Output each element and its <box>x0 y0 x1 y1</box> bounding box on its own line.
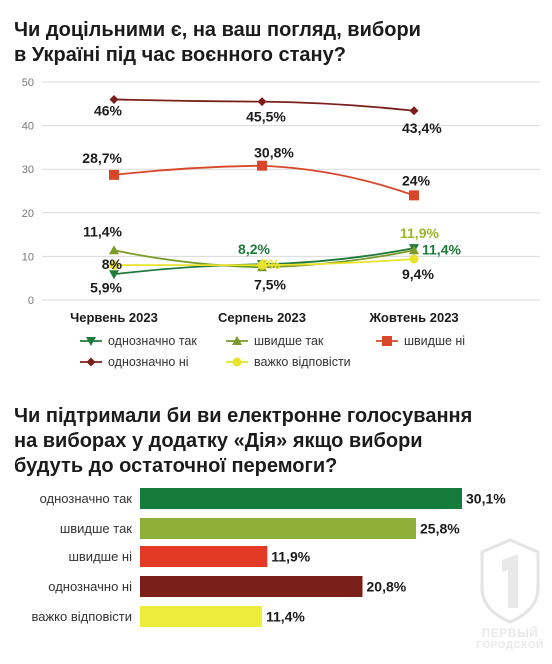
bar-category-label: швидше ні <box>68 549 132 564</box>
data-label: 7,5% <box>254 276 286 292</box>
bar-category-label: однозначно так <box>40 491 133 506</box>
legend-label: однозначно ні <box>108 355 189 369</box>
data-label: 8% <box>102 256 123 272</box>
bar-value-label: 20,8% <box>367 579 407 595</box>
series-point <box>257 160 267 171</box>
series-point <box>409 190 419 201</box>
bar-value-label: 11,9% <box>271 549 310 565</box>
legend-swatch-marker <box>232 336 242 345</box>
line-chart-title: Чи доцільними є, на ваш погляд, вибори в… <box>14 19 421 66</box>
bar-value-label: 30,1% <box>466 491 506 507</box>
y-tick-label: 0 <box>28 295 34 307</box>
logo-mark-icon <box>480 538 540 624</box>
series-point <box>409 106 419 116</box>
y-tick-label: 10 <box>22 251 34 263</box>
x-tick-label: Серпень 2023 <box>218 310 306 325</box>
data-label: 11,9% <box>400 225 439 241</box>
bar <box>140 518 416 539</box>
series-point <box>109 245 119 255</box>
bar-category-label: однозначно ні <box>48 579 132 594</box>
legend-label: однозначно так <box>108 334 197 348</box>
data-label: 46% <box>94 102 123 118</box>
legend-label: важко відповісти <box>254 355 351 369</box>
series-point <box>109 169 119 180</box>
y-tick-label: 50 <box>22 77 34 89</box>
bar-category-label: важко відповісти <box>31 609 132 624</box>
site-logo: ПЕРВЫЙ ГОРОДСКОЙ <box>474 536 546 656</box>
y-tick-label: 30 <box>22 164 34 176</box>
bar <box>140 488 462 509</box>
series-point <box>409 254 419 264</box>
series-point <box>109 270 119 280</box>
series-point <box>257 97 267 107</box>
bar <box>140 546 268 567</box>
x-tick-label: Жовтень 2023 <box>368 310 458 325</box>
series-point <box>109 260 119 270</box>
data-label: 8,2% <box>238 241 270 257</box>
logo-text-line1: ПЕРВЫЙ <box>481 626 539 640</box>
data-label: 5,9% <box>90 279 122 295</box>
bar-value-label: 11,4% <box>266 609 305 625</box>
legend-swatch-marker <box>86 357 96 367</box>
data-label: 8% <box>260 256 281 272</box>
bar-category-label: швидше так <box>60 521 132 536</box>
series-point <box>257 260 267 270</box>
logo-text-line2: ГОРОДСКОЙ <box>476 640 544 651</box>
bar <box>140 576 363 597</box>
series-point <box>409 245 419 255</box>
data-label: 11,4% <box>422 241 461 257</box>
bar-value-label: 25,8% <box>420 521 460 537</box>
series-point <box>109 94 119 104</box>
legend-label: швидше так <box>254 334 324 348</box>
data-label: 11,4% <box>83 223 122 239</box>
legend-swatch-marker <box>382 336 392 346</box>
data-label: 30,8% <box>254 145 294 161</box>
y-tick-label: 40 <box>22 121 34 133</box>
legend-label: швидше ні <box>404 334 465 348</box>
bar <box>140 606 262 627</box>
data-label: 9,4% <box>402 266 434 282</box>
data-label: 43,4% <box>402 120 442 136</box>
data-label: 45,5% <box>246 109 286 125</box>
data-label: 24% <box>402 172 431 188</box>
y-tick-label: 20 <box>22 208 34 220</box>
legend-swatch-marker <box>232 357 242 367</box>
x-tick-label: Червень 2023 <box>70 310 158 325</box>
legend-swatch-marker <box>86 337 96 346</box>
bar-chart-title: Чи підтримали би ви електронне голосуван… <box>14 405 473 477</box>
data-label: 28,7% <box>82 150 122 166</box>
